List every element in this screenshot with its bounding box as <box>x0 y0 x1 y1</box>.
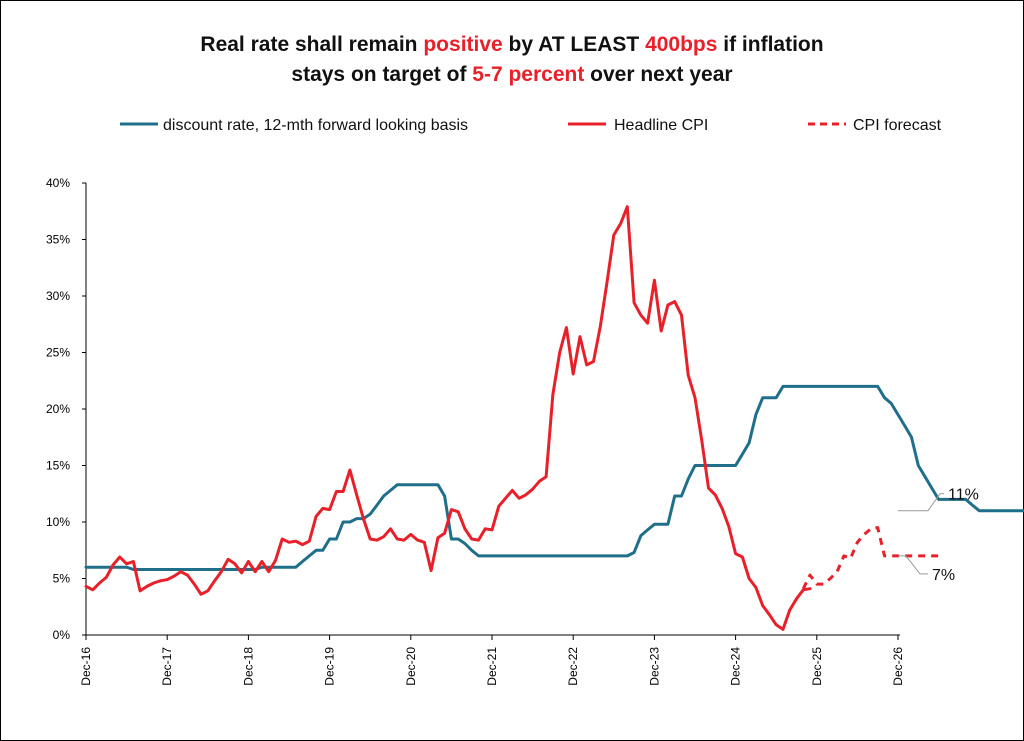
y-tick-label: 15% <box>46 459 70 473</box>
legend-label-1: discount rate, 12-mth forward looking ba… <box>163 117 468 134</box>
y-tick-label: 40% <box>46 176 70 190</box>
title-line-2-segment: over next year <box>584 63 733 86</box>
y-tick-label: 20% <box>46 402 70 416</box>
y-tick-label: 30% <box>46 289 70 303</box>
legend-label-3: CPI forecast <box>853 117 942 134</box>
series-line-1 <box>84 384 1024 571</box>
chart-title-line-1: Real rate shall remain positive by AT LE… <box>0 30 1024 60</box>
chart-title-line-2: stays on target of 5-7 percent over next… <box>0 60 1024 90</box>
end-label-leader <box>898 555 928 575</box>
end-label-cpi-forecast: 7% <box>932 567 955 584</box>
series-line-3 <box>801 526 939 590</box>
end-label-leader <box>898 493 944 512</box>
end-labels: 11% 7% <box>898 487 979 584</box>
title-line-2-segment: 5-7 percent <box>472 63 585 86</box>
y-tick-label: 0% <box>53 628 71 642</box>
y-tick-label: 35% <box>46 233 70 247</box>
x-tick-label: Dec-17 <box>160 647 174 686</box>
x-tick-label: Dec-19 <box>323 647 337 686</box>
series-line-2 <box>84 205 812 631</box>
x-tick-label: Dec-26 <box>891 647 905 686</box>
title-line-1-segment: if inflation <box>717 33 824 56</box>
y-tick-label: 5% <box>53 572 71 586</box>
x-tick-label: Dec-25 <box>810 647 824 686</box>
legend: discount rate, 12-mth forward looking ba… <box>120 117 942 134</box>
legend-label-2: Headline CPI <box>614 117 708 134</box>
y-tick-label: 10% <box>46 515 70 529</box>
x-tick-label: Dec-22 <box>566 647 580 686</box>
axes: 0% 5% 10% 15% 20% 25% 30% 35% 40% Dec-16 Dec-17 Dec… <box>46 176 905 686</box>
x-tick-label: Dec-20 <box>404 647 418 686</box>
title-line-1-segment: positive <box>423 33 503 56</box>
x-tick-label: Dec-16 <box>79 647 93 686</box>
title-line-1-segment: Real rate shall remain <box>200 33 424 56</box>
title-line-2-segment: stays on target of <box>291 63 473 86</box>
x-tick-label: Dec-24 <box>729 647 743 686</box>
x-tick-label: Dec-21 <box>485 647 499 686</box>
y-tick-label: 25% <box>46 346 70 360</box>
plot-area <box>84 205 1024 631</box>
x-tick-label: Dec-18 <box>241 647 255 686</box>
title-line-1-segment: 400bps <box>645 33 718 56</box>
x-tick-label: Dec-23 <box>647 647 661 686</box>
end-label-discount-rate: 11% <box>948 487 979 504</box>
title-line-1-segment: by AT LEAST <box>502 33 646 56</box>
